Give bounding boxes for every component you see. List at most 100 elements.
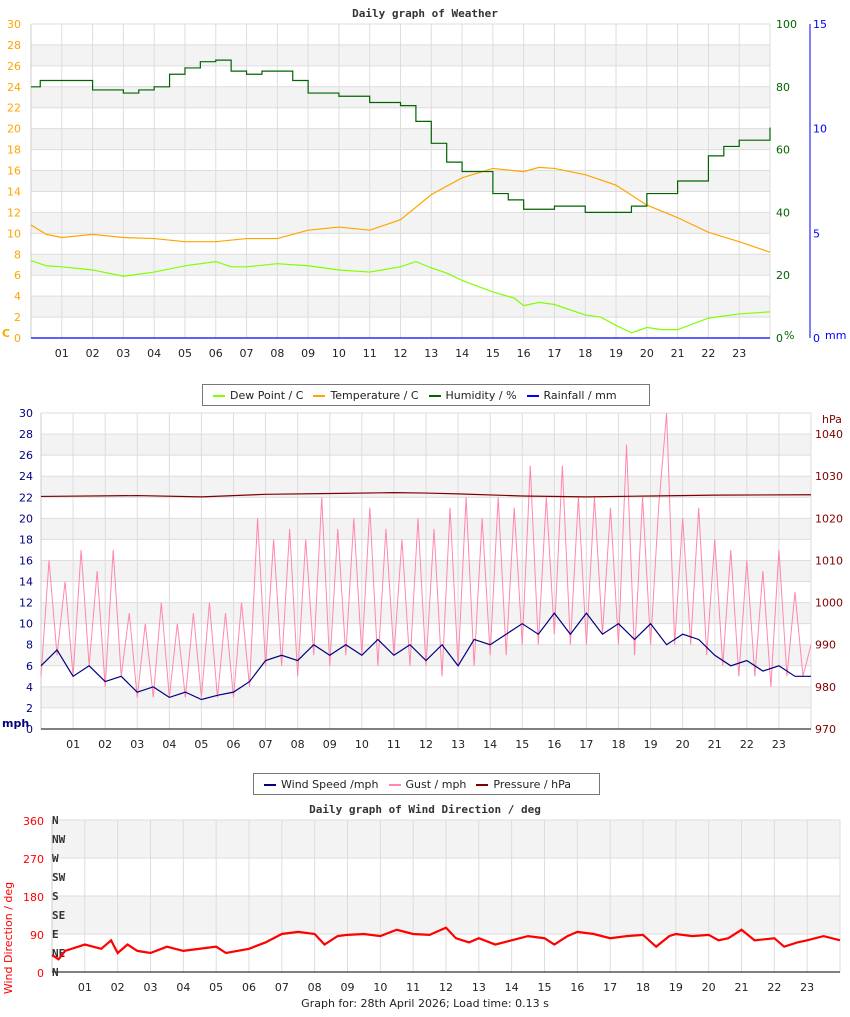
- y-tick-label-speed: 4: [26, 681, 33, 694]
- x-tick-label: 10: [332, 347, 346, 360]
- unit-label-humidity: %: [784, 329, 794, 342]
- y-tick-label-temp: 8: [14, 248, 21, 261]
- y-tick-label-direction: 270: [23, 853, 44, 866]
- x-tick-label: 07: [240, 347, 254, 360]
- y-tick-label-rain: 10: [813, 123, 827, 136]
- y-tick-label-temp: 0: [14, 332, 21, 345]
- series-wind-direction: [51, 926, 841, 961]
- x-tick-label: 05: [178, 347, 192, 360]
- y-tick-label-temp: 2: [14, 311, 21, 324]
- series-humidity: [31, 59, 771, 213]
- x-tick-label: 03: [116, 347, 130, 360]
- x-tick-label: 11: [363, 347, 377, 360]
- legend-label: Wind Speed /mph: [281, 777, 379, 791]
- x-tick-label: 18: [612, 738, 626, 751]
- y-tick-label-pressure: 1040: [815, 428, 843, 441]
- legend-swatch: [476, 783, 489, 786]
- x-tick-label: 15: [486, 347, 500, 360]
- x-tick-label: 18: [636, 981, 650, 994]
- y-tick-label-temp: 18: [7, 144, 21, 157]
- weather-legend: Dew Point / C Temperature / C Humidity / %…: [202, 384, 650, 406]
- x-tick-label: 22: [701, 347, 715, 360]
- x-tick-label: 13: [424, 347, 438, 360]
- x-tick-label: 22: [740, 738, 754, 751]
- x-tick-label: 09: [341, 981, 355, 994]
- x-tick-label: 23: [772, 738, 786, 751]
- y-tick-label-speed: 26: [19, 449, 33, 462]
- y-tick-label-rain: 5: [813, 227, 820, 240]
- x-tick-label: 04: [162, 738, 176, 751]
- x-tick-label: 19: [644, 738, 658, 751]
- y-tick-label-temp: 4: [14, 290, 21, 303]
- x-tick-label: 22: [767, 981, 781, 994]
- x-tick-label: 13: [472, 981, 486, 994]
- x-tick-label: 05: [194, 738, 208, 751]
- y-tick-label-temp: 16: [7, 165, 21, 178]
- x-tick-label: 07: [275, 981, 289, 994]
- legend-label: Gust / mph: [405, 777, 467, 791]
- y-tick-label-direction: 360: [23, 815, 44, 828]
- chart-title: Daily graph of Wind Direction / deg: [309, 803, 541, 816]
- y-tick-label-temp: 14: [7, 185, 21, 198]
- legend-item: Dew Point / C: [209, 389, 303, 402]
- x-tick-label: 01: [55, 347, 69, 360]
- x-tick-label: 09: [323, 738, 337, 751]
- x-tick-label: 12: [394, 347, 408, 360]
- y-tick-label-speed: 18: [19, 533, 33, 546]
- x-tick-label: 21: [708, 738, 722, 751]
- x-tick-label: 23: [732, 347, 746, 360]
- y-tick-label-direction: 180: [23, 891, 44, 904]
- y-tick-label-temp: 12: [7, 206, 21, 219]
- x-tick-label: 19: [609, 347, 623, 360]
- y-tick-label-humidity: 0: [776, 332, 783, 345]
- x-tick-label: 05: [209, 981, 223, 994]
- x-tick-label: 20: [640, 347, 654, 360]
- compass-label: SW: [52, 871, 66, 884]
- y-tick-label-speed: 6: [26, 660, 33, 673]
- x-tick-label: 17: [603, 981, 617, 994]
- legend-label: Pressure / hPa: [493, 777, 571, 791]
- series-temperature-c: [30, 166, 771, 253]
- y-tick-label-speed: 8: [26, 639, 33, 652]
- compass-label: NW: [52, 833, 66, 846]
- y-tick-label-humidity: 100: [776, 18, 797, 31]
- y-tick-label-speed: 22: [19, 491, 33, 504]
- x-tick-label: 02: [98, 738, 112, 751]
- x-tick-label: 14: [483, 738, 497, 751]
- y-tick-label-pressure: 990: [815, 639, 836, 652]
- x-tick-label: 12: [419, 738, 433, 751]
- x-tick-label: 21: [671, 347, 685, 360]
- x-tick-label: 08: [308, 981, 322, 994]
- x-tick-label: 17: [547, 347, 561, 360]
- legend-item: Gust / mph: [385, 777, 467, 791]
- y-tick-label-temp: 26: [7, 60, 21, 73]
- y-tick-label-pressure: 1010: [815, 554, 843, 567]
- y-tick-label-speed: 30: [19, 407, 33, 420]
- x-tick-label: 14: [505, 981, 519, 994]
- series-dew-point-c: [30, 259, 771, 334]
- x-tick-label: 10: [355, 738, 369, 751]
- legend-item: Temperature / C: [309, 389, 419, 402]
- legend-swatch: [526, 394, 539, 397]
- x-tick-label: 17: [579, 738, 593, 751]
- y-tick-label-temp: 6: [14, 269, 21, 282]
- x-tick-label: 01: [66, 738, 80, 751]
- unit-label-pressure: hPa: [822, 413, 842, 426]
- x-tick-label: 06: [209, 347, 223, 360]
- x-tick-label: 04: [147, 347, 161, 360]
- x-tick-label: 16: [570, 981, 584, 994]
- y-tick-label-temp: 24: [7, 81, 21, 94]
- x-tick-label: 10: [373, 981, 387, 994]
- compass-label: N: [52, 814, 59, 827]
- legend-swatch: [213, 394, 225, 397]
- legend-item: Humidity / %: [425, 389, 517, 402]
- footer-text: Graph for: 28th April 2026; Load time: 0…: [301, 997, 549, 1010]
- series-wind-speed-mph: [40, 612, 811, 701]
- y-tick-label-speed: 24: [19, 470, 33, 483]
- y-tick-label-humidity: 20: [776, 269, 790, 282]
- x-tick-label: 11: [406, 981, 420, 994]
- y-tick-label-humidity: 40: [776, 206, 790, 219]
- chart-title: Daily graph of Weather: [352, 7, 498, 20]
- x-tick-label: 03: [130, 738, 144, 751]
- compass-label: W: [52, 852, 59, 865]
